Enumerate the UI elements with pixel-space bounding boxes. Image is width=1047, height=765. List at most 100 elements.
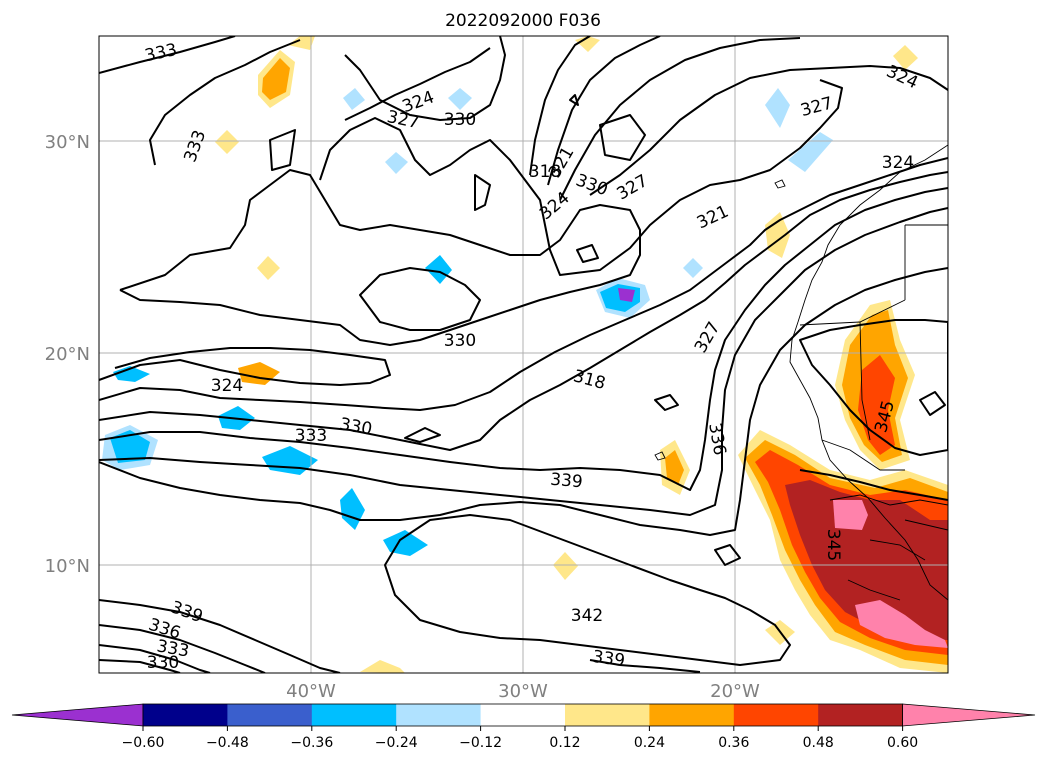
colorbar-segment [227, 704, 313, 726]
contour-label: 324 [211, 376, 243, 396]
contour-333-south [99, 644, 211, 673]
fill-cool-12 [385, 152, 408, 174]
colorbar-extend-min [11, 703, 144, 727]
contour-345-loop [799, 319, 948, 456]
contour-318 [529, 36, 591, 176]
longitude-axis-labels: 40°W 30°W 20°W [286, 681, 760, 702]
contour-342 [384, 514, 791, 666]
lon-label-40W: 40°W [286, 681, 336, 702]
colorbar-tick-label: −0.12 [459, 735, 502, 751]
colorbar-tick-label: −0.24 [375, 735, 418, 751]
contour-324-a [559, 37, 801, 201]
contour-330-west [99, 171, 948, 451]
lat-label-10N: 10°N [45, 556, 90, 577]
contour-lines [99, 36, 948, 673]
contour-324-west [99, 347, 391, 386]
colorbar-tick-label: 0.60 [887, 735, 918, 751]
fill-orange-small-2 [665, 450, 684, 485]
fill-warm-small-9 [257, 256, 280, 280]
colorbar-segment [143, 704, 228, 726]
contour-large-loop [119, 169, 641, 346]
colorbar-extend-max [902, 703, 1036, 727]
colorbar-tick-label: 0.36 [718, 735, 749, 751]
border-9 [904, 519, 948, 531]
contour-small-8 [569, 94, 579, 106]
fill-warm-small-10 [360, 660, 405, 673]
colorbar-tick-label: −0.60 [122, 735, 165, 751]
contour-327-west [99, 157, 948, 411]
contour-small-9 [714, 544, 741, 566]
contour-339-south [99, 599, 341, 673]
contour-small-1 [919, 391, 946, 416]
fill-pink-2 [855, 600, 948, 648]
contour-label: 333 [295, 426, 327, 446]
fill-cool-8 [765, 88, 790, 128]
contour-339-bottom [589, 659, 701, 673]
colorbar-segment [565, 704, 650, 726]
fill-cool-1b [110, 430, 150, 463]
colorbar-segment [818, 704, 904, 726]
contour-327-a [589, 65, 948, 196]
border-8 [847, 579, 901, 601]
colorbar-segment [396, 704, 482, 726]
figure-title: 2022092000 F036 [445, 11, 601, 31]
colorbar-segment [480, 704, 566, 726]
fill-cool-7 [113, 366, 150, 382]
fill-cool-10 [425, 255, 452, 284]
colorbar-tick-label: −0.36 [290, 735, 333, 751]
contour-339-main [99, 267, 948, 536]
contour-small-3 [269, 129, 296, 171]
colorbar-tick-label: 0.12 [549, 735, 580, 751]
contour-333-west [99, 187, 948, 491]
contour-336 [99, 207, 948, 516]
contour-label: 330 [444, 110, 476, 130]
fill-cool-2c [618, 288, 635, 302]
coastline-capeverde [654, 451, 666, 461]
contour-small-2 [474, 174, 491, 211]
colorbar-tick-label: 0.48 [803, 735, 834, 751]
colorbar-tick-label: −0.48 [206, 735, 249, 751]
colorbar-tick-label: 0.24 [634, 735, 665, 751]
contour-small-7 [654, 394, 679, 411]
fill-cool-9 [788, 132, 833, 172]
lon-label-30W: 30°W [498, 681, 548, 702]
lat-label-20N: 20°N [45, 344, 90, 365]
contour-330-south [99, 659, 181, 673]
contour-label: 330 [444, 331, 476, 351]
border-6 [829, 494, 948, 506]
fill-warm-small-12 [575, 36, 600, 52]
contour-330-north [344, 36, 506, 121]
fill-pink-1 [833, 500, 868, 530]
positive-anomaly-fills [215, 36, 948, 673]
map-panel: 333 324 327 330 333 318 321 330 327 324 … [99, 36, 948, 673]
contour-330-mid [359, 267, 481, 331]
fill-darkred-southeast [785, 480, 948, 640]
colorbar-segment [733, 704, 819, 726]
coastline-canary [774, 179, 786, 189]
contour-small-5 [404, 427, 441, 443]
contour-small-4 [599, 114, 646, 161]
border-7 [869, 539, 926, 561]
colorbar: −0.60 −0.48 −0.36 −0.24 −0.12 0.12 0.24 0.36 0.4… [11, 703, 1036, 751]
lon-label-20W: 20°W [710, 681, 760, 702]
contour-label: 345 [823, 529, 843, 561]
contour-label: 318 [529, 162, 561, 182]
fill-cool-11 [343, 88, 365, 110]
lat-label-30N: 30°N [45, 132, 90, 153]
fill-cool-13 [448, 88, 472, 110]
latitude-axis-labels: 30°N 20°N 10°N [45, 132, 90, 577]
fill-orange-small-1 [262, 58, 290, 100]
fill-warm-small-11 [288, 36, 315, 50]
border-5 [821, 439, 905, 471]
colorbar-outline [142, 703, 903, 727]
contour-label: 342 [571, 606, 603, 626]
contour-324-327 [344, 47, 491, 121]
fill-warm-small-7 [553, 552, 578, 580]
colorbar-segment [311, 704, 397, 726]
contour-345-south [799, 469, 948, 501]
contour-label: 324 [882, 153, 914, 173]
colorbar-ticks: −0.60 −0.48 −0.36 −0.24 −0.12 0.12 0.24 0.36 0.4… [122, 726, 918, 751]
contour-330-loop [319, 79, 843, 276]
contour-333-northwest [149, 39, 301, 166]
contour-333-north [99, 36, 236, 74]
